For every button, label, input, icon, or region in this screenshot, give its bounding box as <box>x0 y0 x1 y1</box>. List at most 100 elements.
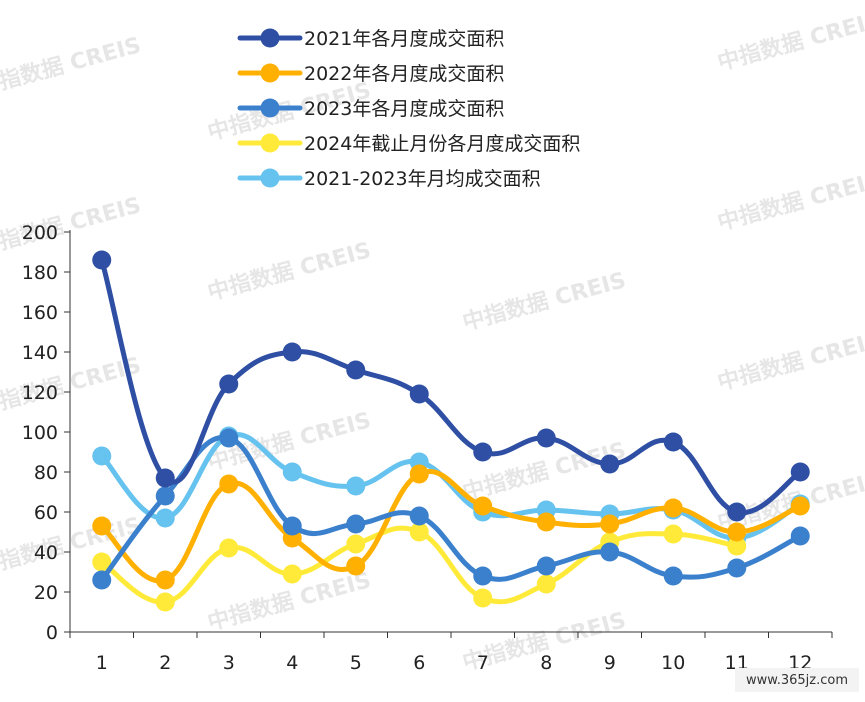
data-point <box>536 512 556 532</box>
legend-swatch-marker <box>260 63 280 83</box>
y-tick-label: 200 <box>22 222 58 244</box>
site-watermark: www.365jz.com <box>735 668 859 692</box>
series-1 <box>92 250 810 522</box>
data-point <box>346 360 366 380</box>
legend-label: 2023年各月度成交面积 <box>304 98 504 120</box>
legend-swatch-marker <box>260 168 280 188</box>
data-point <box>473 588 493 608</box>
data-point <box>727 558 747 578</box>
data-point <box>790 496 810 516</box>
series-3 <box>92 428 810 590</box>
data-point <box>346 534 366 554</box>
x-tick-label: 8 <box>540 652 552 674</box>
y-tick-label: 20 <box>34 582 58 604</box>
series-4 <box>92 522 747 612</box>
legend-label: 2022年各月度成交面积 <box>304 63 504 85</box>
watermark-text: 中指数据 CREIS <box>715 7 865 76</box>
y-tick-label: 80 <box>34 462 58 484</box>
data-point <box>409 522 429 542</box>
data-point <box>282 462 302 482</box>
data-point <box>219 474 239 494</box>
legend-item: 2024年截止月份各月度成交面积 <box>237 133 580 155</box>
data-point <box>219 538 239 558</box>
legend-swatch-marker <box>260 28 280 48</box>
series-layer <box>92 250 810 612</box>
data-point <box>282 516 302 536</box>
x-tick-label: 3 <box>223 652 235 674</box>
data-point <box>536 574 556 594</box>
legend-item: 2021-2023年月均成交面积 <box>237 168 541 190</box>
watermark-text: 中指数据 CREIS <box>0 32 144 101</box>
x-tick-label: 6 <box>413 652 425 674</box>
data-point <box>155 468 175 488</box>
legend-label: 2024年截止月份各月度成交面积 <box>304 133 580 155</box>
legend-item: 2023年各月度成交面积 <box>237 98 504 120</box>
data-point <box>282 342 302 362</box>
x-tick-label: 5 <box>350 652 362 674</box>
watermark-text: 中指数据 CREIS <box>0 512 144 581</box>
data-point <box>282 564 302 584</box>
data-point <box>663 498 683 518</box>
y-tick-label: 180 <box>22 262 58 284</box>
y-tick-label: 60 <box>34 502 58 524</box>
series-2 <box>92 464 810 590</box>
legend-label: 2021年各月度成交面积 <box>304 28 504 50</box>
x-tick-label: 9 <box>604 652 616 674</box>
data-point <box>663 524 683 544</box>
data-point <box>536 556 556 576</box>
x-tick-label: 7 <box>477 652 489 674</box>
x-tick-label: 10 <box>661 652 685 674</box>
series-line <box>99 432 803 541</box>
y-tick-label: 40 <box>34 542 58 564</box>
y-tick-label: 120 <box>22 382 58 404</box>
data-point <box>219 374 239 394</box>
data-point <box>600 454 620 474</box>
data-point <box>155 508 175 528</box>
data-point <box>600 514 620 534</box>
data-point <box>409 384 429 404</box>
data-point <box>92 570 112 590</box>
legend-swatch-marker <box>260 133 280 153</box>
data-point <box>155 486 175 506</box>
legend-item: 2022年各月度成交面积 <box>237 63 504 85</box>
data-point <box>536 428 556 448</box>
y-tick-label: 140 <box>22 342 58 364</box>
legend: 2021年各月度成交面积 2022年各月度成交面积 2023年各月度成交面积 2024… <box>237 28 580 190</box>
data-point <box>92 446 112 466</box>
y-tick-label: 100 <box>22 422 58 444</box>
data-point <box>727 522 747 542</box>
x-tick-label: 4 <box>286 652 298 674</box>
data-point <box>155 592 175 612</box>
watermark-text: 中指数据 CREIS <box>460 267 629 336</box>
data-point <box>600 542 620 562</box>
data-point <box>346 476 366 496</box>
data-point <box>473 442 493 462</box>
data-point <box>346 556 366 576</box>
watermark-text: 中指数据 CREIS <box>715 167 865 236</box>
series-line <box>99 257 803 516</box>
x-tick-label: 1 <box>96 652 108 674</box>
data-point <box>727 536 747 556</box>
data-point <box>346 514 366 534</box>
data-point <box>790 526 810 546</box>
legend-label: 2021-2023年月均成交面积 <box>304 168 541 190</box>
legend-item: 2021年各月度成交面积 <box>237 28 504 50</box>
watermark-text: 中指数据 CREIS <box>205 237 374 306</box>
data-point <box>92 552 112 572</box>
data-point <box>155 570 175 590</box>
legend-swatch-marker <box>260 98 280 118</box>
data-point <box>219 428 239 448</box>
data-point <box>727 502 747 522</box>
data-point <box>663 566 683 586</box>
data-point <box>409 506 429 526</box>
data-point <box>92 250 112 270</box>
data-point <box>92 516 112 536</box>
data-point <box>790 462 810 482</box>
data-point <box>663 432 683 452</box>
data-point <box>473 496 493 516</box>
x-tick-label: 2 <box>159 652 171 674</box>
data-point <box>409 464 429 484</box>
